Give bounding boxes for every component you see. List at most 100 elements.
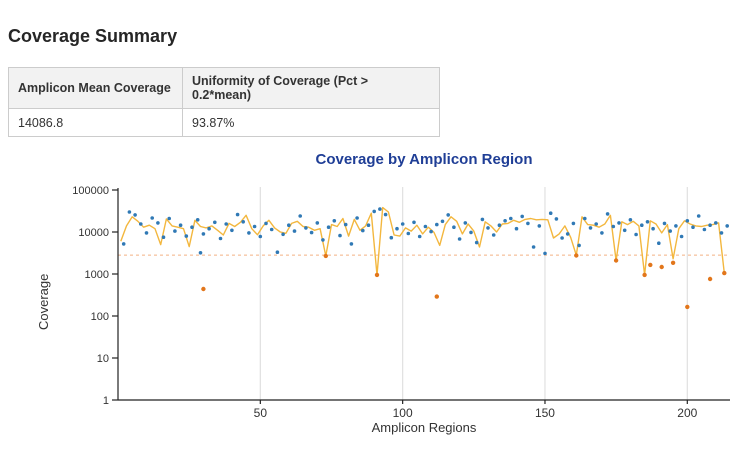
amplicon-coverage-points (156, 221, 160, 225)
amplicon-coverage-points (491, 233, 496, 237)
amplicon-coverage-points (657, 241, 661, 245)
amplicon-coverage-points (127, 210, 132, 214)
amplicon-coverage-points (121, 242, 126, 246)
amplicon-coverage-points (543, 251, 547, 256)
amplicon-coverage-points (400, 222, 405, 226)
amplicon-coverage-points (668, 229, 672, 233)
amplicon-coverage-points (622, 228, 627, 233)
amplicon-coverage-points (594, 222, 598, 226)
y-tick-label: 10 (97, 353, 109, 365)
amplicon-coverage-points (378, 207, 382, 211)
amplicon-coverage-points (258, 234, 263, 239)
below-threshold-points (670, 260, 676, 265)
below-threshold-points (642, 272, 647, 278)
amplicon-coverage-points (526, 221, 530, 226)
amplicon-coverage-points (406, 231, 411, 236)
amplicon-coverage-points (480, 217, 485, 222)
amplicon-coverage-points (605, 212, 610, 216)
amplicon-coverage-points (361, 228, 365, 233)
amplicon-coverage-points (383, 212, 388, 217)
amplicon-coverage-points (281, 232, 285, 237)
amplicon-coverage-points (269, 227, 274, 232)
amplicon-coverage-points (560, 236, 564, 240)
amplicon-coverage-points (184, 234, 189, 238)
y-tick-label: 100 (91, 311, 109, 323)
amplicon-coverage-points (355, 216, 359, 220)
amplicon-coverage-points (304, 226, 308, 230)
amplicon-coverage-points (440, 219, 445, 224)
chart-title: Coverage by Amplicon Region (315, 151, 533, 168)
amplicon-coverage-points (446, 213, 451, 217)
below-threshold-points (613, 258, 619, 263)
amplicon-coverage-points (195, 218, 200, 222)
amplicon-coverage-points (583, 216, 587, 221)
coverage-chart-svg: 1 10 100 1000 10000 100000 50 100 150 200 (72, 185, 730, 420)
below-threshold-points (707, 276, 713, 282)
amplicon-coverage-points (139, 222, 143, 226)
amplicon-coverage-points (577, 243, 581, 248)
amplicon-coverage-points (389, 235, 394, 240)
amplicon-coverage-points (224, 222, 228, 226)
value-amplicon-mean-coverage: 14086.8 (8, 108, 183, 137)
below-threshold-points (722, 270, 727, 276)
amplicon-coverage-points (309, 230, 314, 235)
amplicon-coverage-points (321, 238, 325, 242)
amplicon-coverage-points (651, 226, 655, 231)
amplicon-coverage-points (463, 221, 468, 225)
below-threshold-points (323, 253, 328, 259)
amplicon-coverage-points (617, 221, 621, 225)
amplicon-coverage-points (275, 250, 280, 254)
amplicon-coverage-points (537, 224, 542, 228)
x-tick-label: 100 (393, 406, 413, 420)
amplicon-coverage-points (497, 223, 502, 227)
amplicon-coverage-points (600, 231, 604, 235)
amplicon-coverage-points (565, 232, 570, 236)
amplicon-coverage-points (628, 218, 633, 222)
page-heading: Coverage Summary (8, 26, 178, 46)
amplicon-coverage-points (509, 216, 513, 221)
coverage-summary-table: Amplicon Mean Coverage Uniformity of Cov… (8, 67, 440, 137)
amplicon-coverage-points (611, 224, 616, 229)
amplicon-coverage-points (349, 242, 354, 246)
amplicon-coverage-points (548, 211, 553, 215)
amplicon-coverage-points (469, 230, 473, 235)
amplicon-coverage-points (292, 229, 297, 233)
amplicon-coverage-points (338, 233, 342, 238)
y-tick-label: 100000 (72, 185, 109, 197)
amplicon-coverage-points (201, 232, 206, 236)
amplicon-coverage-points (708, 223, 712, 227)
amplicon-coverage-points (343, 222, 348, 227)
header-amplicon-mean-coverage: Amplicon Mean Coverage (8, 67, 183, 109)
amplicon-coverage-points (634, 232, 638, 237)
value-uniformity-of-coverage: 93.87% (182, 108, 440, 137)
amplicon-coverage-points (662, 221, 667, 226)
below-threshold-points (434, 294, 439, 299)
amplicon-coverage-points (247, 231, 251, 235)
amplicon-coverage-points (679, 234, 684, 239)
amplicon-coverage-points (554, 217, 559, 221)
amplicon-coverage-points (719, 231, 724, 235)
amplicon-coverage-line (120, 206, 725, 276)
below-threshold-points (648, 262, 653, 268)
below-threshold-points (201, 286, 206, 292)
below-threshold-points (374, 272, 380, 278)
amplicon-coverage-points (696, 214, 701, 218)
y-tick-label: 1000 (85, 269, 109, 281)
amplicon-coverage-points (326, 225, 331, 229)
amplicon-coverage-points (150, 216, 154, 220)
amplicon-coverage-points (332, 219, 337, 223)
amplicon-coverage-points (486, 226, 490, 230)
amplicon-coverage-points (514, 226, 519, 231)
x-tick-label: 150 (535, 406, 555, 420)
amplicon-coverage-points (571, 221, 576, 226)
amplicon-coverage-points (190, 225, 194, 229)
amplicon-coverage-points (395, 226, 399, 231)
table-row: 14086.8 93.87% (8, 108, 440, 137)
amplicon-coverage-points (685, 219, 690, 223)
amplicon-coverage-points (298, 214, 303, 218)
amplicon-coverage-points (252, 224, 257, 229)
below-threshold-points (659, 264, 664, 270)
amplicon-coverage-points (725, 224, 729, 228)
x-axis-label: Amplicon Regions (371, 420, 477, 435)
